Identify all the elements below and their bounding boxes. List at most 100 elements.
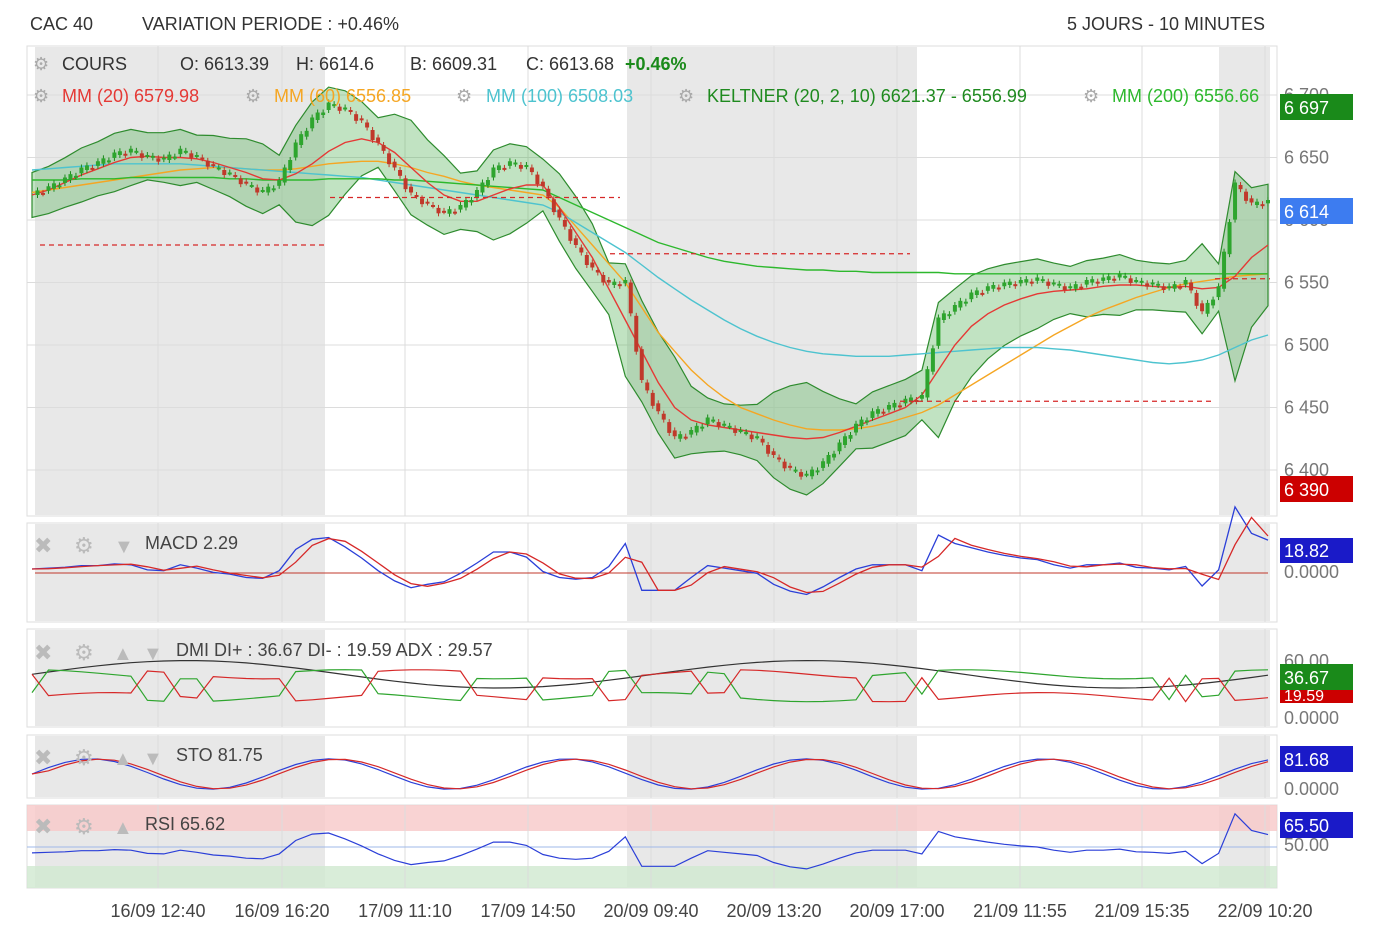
macd-signal-line: [31, 516, 1269, 594]
gear-icon[interactable]: ⚙: [74, 533, 94, 558]
candle: [90, 167, 95, 170]
candle: [529, 167, 534, 173]
arrow-down-icon[interactable]: ▼: [143, 643, 163, 665]
candle: [51, 183, 56, 189]
period-label[interactable]: 5 JOURS - 10 MINUTES: [1066, 14, 1265, 34]
candle: [782, 461, 787, 469]
candle: [546, 188, 551, 197]
candle: [315, 112, 320, 120]
badge-low-text: 6 390: [1284, 480, 1329, 500]
candle: [95, 161, 100, 166]
candle: [1238, 185, 1243, 190]
gear-icon[interactable]: ⚙: [678, 86, 694, 106]
candle: [678, 434, 683, 439]
candle: [639, 349, 644, 380]
candle: [1244, 191, 1249, 201]
candle: [436, 207, 441, 214]
candle: [1068, 286, 1073, 289]
candle: [40, 192, 45, 195]
arrow-down-icon[interactable]: ▼: [143, 748, 163, 770]
gear-icon[interactable]: ⚙: [1083, 86, 1099, 106]
candle: [502, 167, 507, 170]
candle: [238, 178, 243, 185]
gear-icon[interactable]: ⚙: [456, 86, 472, 106]
candle: [1079, 286, 1084, 289]
candle: [859, 419, 864, 427]
candle: [431, 205, 436, 207]
gear-icon[interactable]: ⚙: [74, 745, 94, 770]
candle: [1035, 277, 1040, 281]
gear-icon[interactable]: ⚙: [74, 640, 94, 665]
candle: [897, 405, 902, 408]
candle: [1150, 282, 1155, 285]
candle: [941, 313, 946, 320]
dmi-badge-red-text: 19.59: [1284, 688, 1324, 705]
candle: [1134, 280, 1139, 282]
candle: [271, 188, 276, 191]
candle: [145, 155, 150, 157]
gear-icon[interactable]: ⚙: [74, 814, 94, 839]
x-tick-label: 21/09 15:35: [1094, 901, 1189, 921]
candle: [216, 167, 221, 170]
candle: [1024, 279, 1029, 283]
badge-high: [1280, 94, 1353, 120]
badge-last-text: 6 614: [1284, 202, 1329, 222]
candle: [623, 280, 628, 284]
close-icon[interactable]: ✖: [34, 814, 52, 839]
candle: [1233, 182, 1238, 220]
close-icon[interactable]: ✖: [34, 640, 52, 665]
candle: [101, 158, 106, 164]
candle: [799, 472, 804, 477]
rsi-mid-label: 50.00: [1284, 835, 1329, 855]
candle: [139, 153, 144, 158]
candle: [348, 110, 353, 112]
arrow-up-icon[interactable]: ▲: [113, 817, 133, 839]
candle: [601, 275, 606, 283]
macd-line: [31, 505, 1269, 596]
gear-icon[interactable]: ⚙: [245, 86, 261, 106]
candle: [645, 382, 650, 391]
candle: [189, 153, 194, 158]
candle: [1090, 279, 1095, 283]
candle: [57, 185, 62, 188]
candle: [810, 469, 815, 477]
candle: [480, 182, 485, 193]
arrow-up-icon[interactable]: ▲: [113, 748, 133, 770]
candle: [277, 180, 282, 186]
gear-icon[interactable]: ⚙: [33, 86, 49, 106]
candle: [722, 423, 727, 426]
candle: [1101, 277, 1106, 281]
candle: [1172, 284, 1177, 289]
candle: [634, 315, 639, 352]
candle: [919, 395, 924, 399]
mm60-label: MM (60) 6556.85: [274, 86, 411, 106]
cours-label: COURS: [62, 54, 127, 74]
candle: [892, 402, 897, 408]
candle: [595, 270, 600, 273]
header-left: CAC 40 VARIATION PERIODE : +0.46%: [30, 14, 443, 35]
candle: [540, 181, 545, 187]
arrow-up-icon[interactable]: ▲: [113, 643, 133, 665]
session-shade: [627, 47, 917, 515]
candle: [958, 300, 963, 308]
gear-icon[interactable]: ⚙: [33, 54, 49, 74]
candle: [947, 314, 952, 317]
x-tick-label: 20/09 17:00: [849, 901, 944, 921]
candle: [963, 301, 968, 304]
candle: [1057, 283, 1062, 286]
ma-line-1: [31, 138, 1269, 440]
candle: [930, 348, 935, 372]
candle: [1255, 201, 1260, 205]
candle: [524, 165, 529, 167]
candle: [1222, 251, 1227, 289]
candle: [425, 201, 430, 204]
candle: [288, 160, 293, 170]
candle: [123, 153, 128, 156]
arrow-down-icon[interactable]: ▼: [114, 536, 134, 558]
candle: [579, 247, 584, 253]
candle: [35, 190, 40, 195]
dmi-badge-red: [1280, 687, 1353, 703]
close-icon[interactable]: ✖: [34, 533, 52, 558]
close-icon[interactable]: ✖: [34, 745, 52, 770]
